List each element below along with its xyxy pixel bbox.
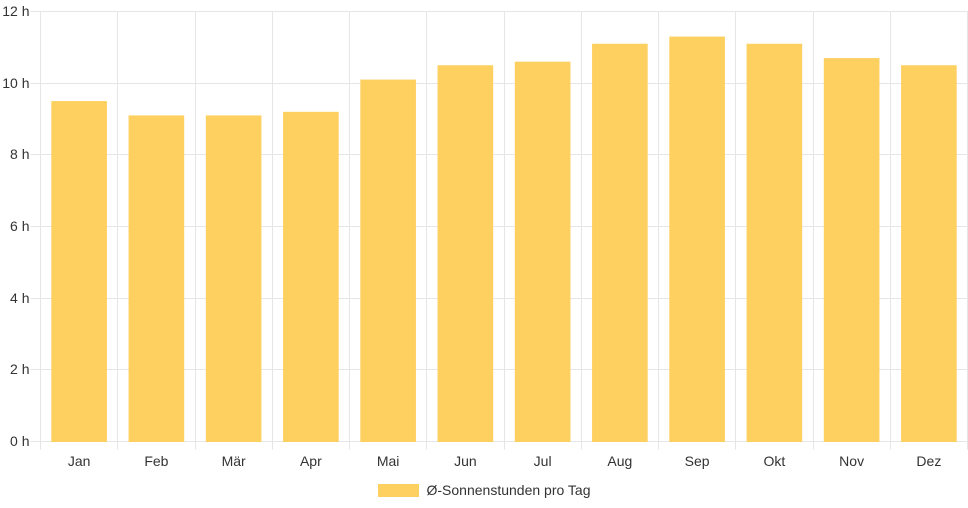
bar-chart: 0 h 2 h 4 h 6 h 8 h 10 h 12 h Jan Feb Mär Apr Mai Ju… — [2, 3, 968, 469]
legend-label: Ø-Sonnenstunden pro Tag — [426, 482, 591, 498]
bar-Aug[interactable] — [592, 43, 648, 442]
bar-Nov[interactable] — [823, 58, 880, 442]
x-tick-label: Okt — [763, 453, 785, 469]
bar-Apr[interactable] — [283, 111, 339, 442]
bar-Mai[interactable] — [360, 79, 416, 442]
x-tick-label: Sep — [685, 453, 710, 469]
x-tick-label: Jan — [68, 453, 91, 469]
y-tick-label: 4 h — [10, 290, 29, 306]
x-tick-label: Nov — [839, 453, 864, 469]
y-tick-label: 10 h — [2, 75, 29, 91]
x-tick-label: Apr — [300, 453, 322, 469]
bar-Feb[interactable] — [128, 115, 185, 443]
x-tick-label: Dez — [916, 453, 941, 469]
bar-Dez[interactable] — [901, 65, 957, 442]
bar-Jan[interactable] — [51, 101, 107, 442]
x-tick-label: Feb — [144, 453, 168, 469]
legend-item[interactable]: Ø-Sonnenstunden pro Tag — [0, 483, 968, 497]
bar-Okt[interactable] — [746, 43, 803, 442]
x-tick-label: Mär — [222, 453, 246, 469]
bar-Jul[interactable] — [514, 61, 571, 443]
y-tick-label: 6 h — [10, 218, 29, 234]
y-tick-label: 8 h — [10, 146, 29, 162]
y-tick-label: 0 h — [10, 433, 29, 449]
x-tick-label: Aug — [607, 453, 632, 469]
y-tick-label: 2 h — [10, 361, 29, 377]
x-tick-label: Mai — [377, 453, 400, 469]
legend-swatch — [377, 483, 419, 497]
x-tick-label: Jun — [454, 453, 477, 469]
bar-Mär[interactable] — [205, 115, 262, 443]
bar-Jun[interactable] — [437, 65, 494, 442]
bar-Sep[interactable] — [669, 36, 725, 442]
x-tick-label: Jul — [534, 453, 552, 469]
y-tick-label: 12 h — [2, 3, 29, 19]
